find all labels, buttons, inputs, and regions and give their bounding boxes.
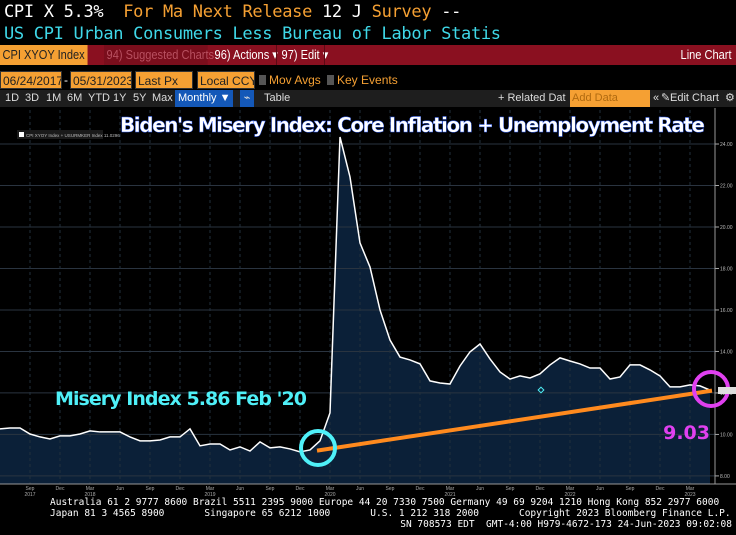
ticker-line: CPI X 5.3% For Ma Next Release 12 J Surv…: [4, 2, 461, 22]
table-button[interactable]: Table: [264, 92, 291, 104]
period-ytd[interactable]: YTD: [88, 92, 110, 104]
gear-icon[interactable]: ⚙: [725, 92, 735, 104]
x-tick-year: 2018: [84, 492, 95, 498]
command-bar: CPI XYOY Index 94) Suggested Charts 96) …: [0, 45, 736, 65]
key-events-label: Key Events: [337, 73, 398, 87]
chart-type-label: Line Chart: [680, 47, 732, 62]
security-input[interactable]: CPI XYOY Index: [0, 45, 88, 65]
period-3d[interactable]: 3D: [25, 92, 40, 104]
y-tick-label: 10.00: [720, 432, 733, 438]
survey-value: --: [441, 2, 462, 22]
y-tick-label: 8.00: [720, 474, 730, 480]
x-tick-label: Sep: [626, 486, 635, 492]
trend-line: [316, 388, 713, 453]
x-tick-label: Jun: [116, 486, 124, 492]
footer-session: SN 708573 EDT GMT-4:00 H979-4672-173 24-…: [400, 519, 732, 530]
security-description: US CPI Urban Consumers Less Bureau of La…: [4, 24, 501, 44]
frequency-select[interactable]: Monthly ▼: [175, 90, 234, 107]
x-tick-label: Mar: [566, 486, 575, 492]
currency-select[interactable]: Local CCY: [197, 71, 255, 89]
x-tick-label: Mar: [206, 486, 215, 492]
y-tick-label: 16.00: [720, 308, 733, 314]
y-tick-label: 24.00: [720, 142, 733, 148]
footer-copyright: Japan 81 3 4565 8900 Singapore 65 6212 1…: [50, 508, 731, 519]
x-tick-year: 2023: [684, 492, 695, 498]
period-bar: 1D 3D 1M 6M YTD 1Y 5Y Max Monthly ▼ ⌁ Ta…: [0, 90, 736, 107]
y-tick-label: 14.00: [720, 349, 733, 355]
pencil-icon: ✎: [661, 92, 671, 104]
x-tick-year: 2020: [324, 492, 335, 498]
x-tick-year: 2021: [444, 492, 455, 498]
x-tick-year: 2017: [24, 492, 35, 498]
x-tick-year: 2022: [564, 492, 575, 498]
mov-avgs-label: Mov Avgs: [269, 73, 321, 87]
legend-swatch: [19, 132, 24, 137]
chart-title: Biden's Misery Index: Core Inflation + U…: [120, 113, 705, 137]
x-tick-label: Jun: [476, 486, 484, 492]
x-tick-label: Sep: [266, 486, 275, 492]
x-tick-label: Jun: [596, 486, 604, 492]
for-label: For Ma: [123, 2, 183, 22]
highlight-circle-feb-2020: [299, 429, 337, 467]
legend-box: [17, 130, 103, 139]
field-select[interactable]: Last Px: [135, 71, 193, 89]
period-1m[interactable]: 1M: [46, 92, 62, 104]
x-tick-label: Sep: [146, 486, 155, 492]
last-value-marker: [718, 387, 736, 394]
y-tick-label: 18.00: [720, 266, 733, 272]
related-data-button[interactable]: + Related Dat: [498, 92, 566, 104]
x-tick-label: Dec: [296, 486, 305, 492]
mov-avgs-checkbox[interactable]: [259, 75, 266, 85]
x-tick-label: Dec: [536, 486, 545, 492]
footer-contacts: Australia 61 2 9777 8600 Brazil 5511 239…: [50, 497, 720, 508]
x-tick-label: Sep: [386, 486, 395, 492]
actions-menu[interactable]: 96) Actions ▾: [214, 47, 278, 62]
next-release: 12 J: [321, 2, 362, 22]
chart: 8.0010.0012.0014.0016.0018.0020.0022.002…: [0, 108, 736, 498]
y-tick-label: 22.00: [720, 184, 733, 190]
series-line: [0, 136, 711, 453]
key-events-checkbox[interactable]: [327, 75, 334, 85]
x-tick-label: Mar: [686, 486, 695, 492]
annotation-latest-value: 9.03: [663, 422, 710, 444]
x-tick-label: Mar: [446, 486, 455, 492]
x-tick-label: Jun: [236, 486, 244, 492]
legend-label: CPI XYOY Index + USURMKER Index 11.0296: [26, 133, 120, 138]
suggested-charts-button[interactable]: 94) Suggested Charts: [104, 45, 214, 65]
x-tick-label: Mar: [86, 486, 95, 492]
x-tick-label: Mar: [326, 486, 335, 492]
period-1d[interactable]: 1D: [5, 92, 20, 104]
next-release-label: Next Release: [192, 2, 313, 22]
add-data-input[interactable]: Add Data: [570, 90, 650, 107]
last-value: 5.3%: [63, 2, 104, 22]
x-tick-label: Dec: [176, 486, 185, 492]
x-tick-label: Dec: [656, 486, 665, 492]
start-date-input[interactable]: 06/24/2017: [0, 71, 62, 89]
annotation-misery-feb-2020: Misery Index 5.86 Feb '20: [55, 388, 307, 410]
survey-label: Survey: [371, 2, 432, 22]
x-tick-year: 2019: [204, 492, 215, 498]
period-1y[interactable]: 1Y: [113, 92, 127, 104]
x-tick-label: Jun: [356, 486, 364, 492]
period-5y[interactable]: 5Y: [133, 92, 147, 104]
x-tick-label: Dec: [416, 486, 425, 492]
edit-menu[interactable]: 97) Edit ▾: [281, 47, 329, 62]
period-max[interactable]: Max: [152, 92, 173, 104]
x-tick-label: Sep: [26, 486, 35, 492]
ticker: CPI X: [4, 2, 54, 22]
line-chart-icon[interactable]: ⌁: [240, 90, 254, 107]
footer: Australia 61 2 9777 8600 Brazil 5511 239…: [0, 498, 736, 530]
range-bar: 06/24/2017 - 05/31/2023 Last Px Local CC…: [0, 71, 736, 89]
event-marker: [537, 386, 545, 394]
series-area: [0, 136, 710, 484]
end-date-input[interactable]: 05/31/2023: [70, 71, 132, 89]
x-tick-label: Dec: [56, 486, 65, 492]
date-separator: -: [64, 73, 68, 87]
period-6m[interactable]: 6M: [67, 92, 83, 104]
y-tick-label: 20.00: [720, 225, 733, 231]
edit-chart-button[interactable]: Edit Chart: [670, 92, 719, 104]
collapse-icon[interactable]: «: [653, 92, 660, 104]
x-tick-label: Sep: [506, 486, 515, 492]
